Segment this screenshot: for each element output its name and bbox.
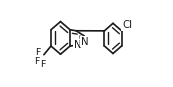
- Text: N: N: [81, 37, 88, 47]
- Text: F: F: [40, 60, 45, 69]
- Text: F: F: [34, 57, 40, 66]
- Text: Cl: Cl: [122, 20, 132, 30]
- Text: F: F: [35, 48, 41, 57]
- Text: N: N: [74, 40, 81, 50]
